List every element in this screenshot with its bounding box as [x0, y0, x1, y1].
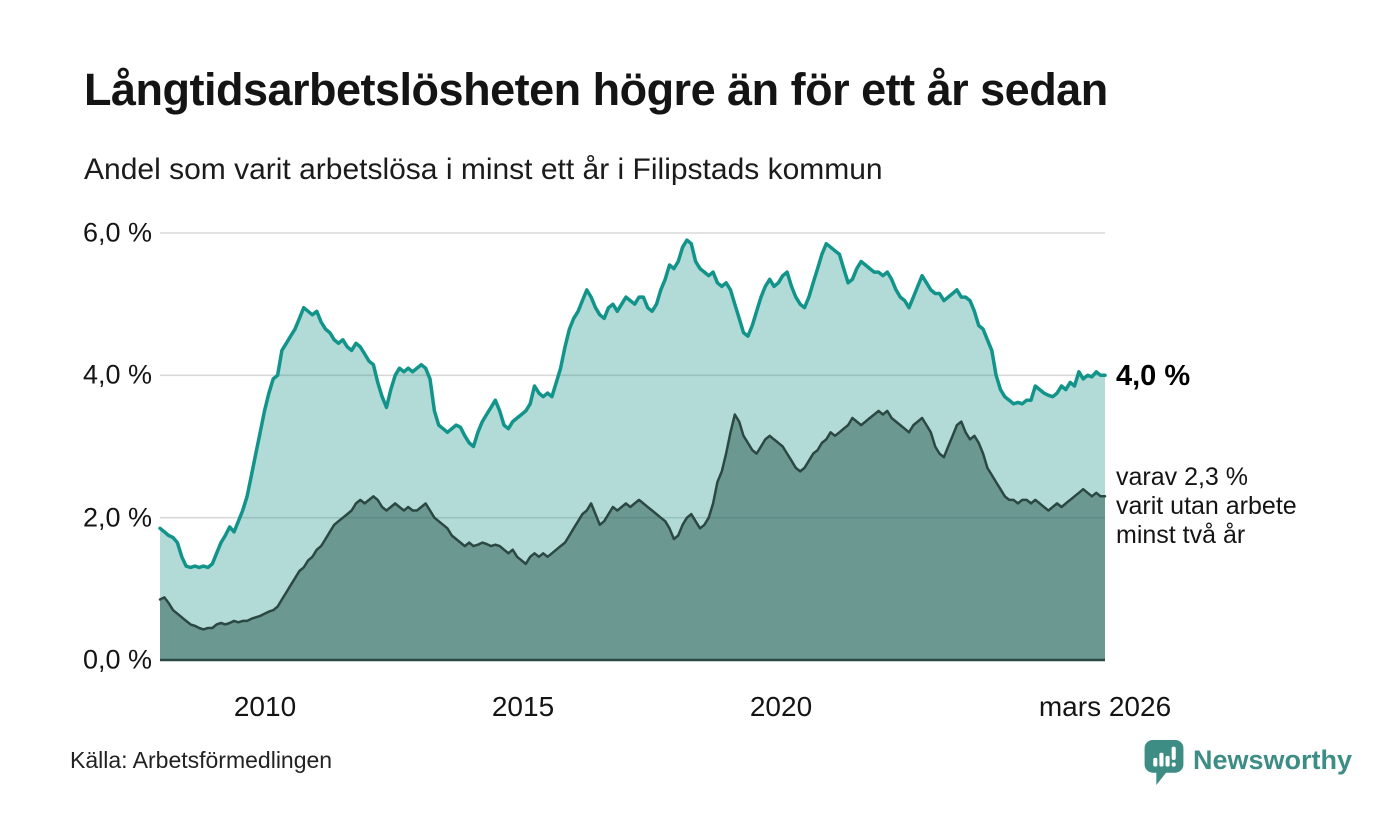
- secondary-annotation-line-3: minst två år: [1116, 521, 1246, 549]
- newsworthy-bubble-chart-icon: [1144, 740, 1184, 785]
- secondary-annotation-line-2: varit utan arbete: [1116, 492, 1297, 520]
- x-tick-2010: 2010: [233, 691, 297, 722]
- line-unemployed-min-two-years: [158, 409, 1107, 631]
- area-unemployed-min-two-years: [160, 410, 1105, 660]
- newsworthy-logo[interactable]: Newsworthy: [1144, 740, 1352, 787]
- secondary-annotation-line-1: varav 2,3 %: [1116, 463, 1249, 491]
- newsworthy-wordmark: Newsworthy: [1193, 745, 1353, 775]
- line-unemployed-min-one-year: [158, 238, 1107, 570]
- y-tick-6: 6,0 %: [82, 217, 152, 248]
- chart-title: Långtidsarbetslösheten högre än för ett …: [84, 64, 1108, 115]
- x-tick-mars-2026: mars 2026: [1038, 691, 1172, 722]
- latest-value-label: 4,0 %: [1116, 360, 1191, 392]
- y-tick-2: 2,0 %: [82, 502, 152, 533]
- secondary-annotation: varav 2,3 % varit utan arbete minst två …: [1116, 463, 1297, 550]
- chart-subtitle: Andel som varit arbetslösa i minst ett å…: [84, 153, 883, 186]
- source-attribution: Källa: Arbetsförmedlingen: [70, 747, 333, 773]
- x-tick-2015: 2015: [491, 691, 555, 722]
- y-tick-0: 0,0 %: [82, 644, 152, 675]
- y-tick-4: 4,0 %: [82, 359, 152, 390]
- x-tick-2020: 2020: [749, 691, 813, 722]
